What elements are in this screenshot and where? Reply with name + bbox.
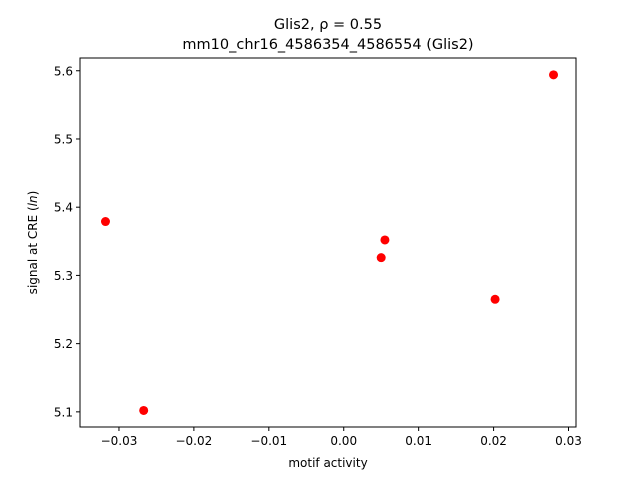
scatter-point xyxy=(549,70,559,80)
scatter-point xyxy=(376,253,386,263)
x-tick-label: 0.02 xyxy=(480,434,507,448)
y-axis-label-italic: ln xyxy=(26,195,40,206)
scatter-point xyxy=(139,405,149,415)
x-tick-label: 0.03 xyxy=(555,434,582,448)
x-tick-label: 0.01 xyxy=(405,434,432,448)
y-tick-label: 5.4 xyxy=(54,201,73,215)
chart-title: Glis2, ρ = 0.55 xyxy=(274,17,382,33)
y-tick-label: 5.6 xyxy=(54,64,73,78)
y-axis-label-prefix: signal at CRE ( xyxy=(26,206,40,294)
y-tick-label: 5.1 xyxy=(54,405,73,419)
scatter-point xyxy=(380,235,390,245)
x-tick-label: −0.01 xyxy=(250,434,287,448)
data-points xyxy=(100,70,559,415)
y-axis-label: signal at CRE (ln) xyxy=(26,191,40,295)
y-axis-ticks: 5.1 5.2 5.3 5.4 5.5 5.6 xyxy=(54,64,80,419)
x-tick-label: 0.00 xyxy=(330,434,357,448)
y-tick-label: 5.2 xyxy=(54,337,73,351)
x-axis-ticks: −0.03 −0.02 −0.01 0.00 0.01 0.02 0.03 xyxy=(101,427,582,448)
x-axis-label: motif activity xyxy=(288,456,367,470)
y-axis-label-suffix: ) xyxy=(26,191,40,196)
plot-frame xyxy=(79,57,577,428)
x-tick-label: −0.03 xyxy=(101,434,138,448)
y-tick-label: 5.5 xyxy=(54,132,73,146)
chart-subtitle: mm10_chr16_4586354_4586554 (Glis2) xyxy=(182,37,473,53)
scatter-point xyxy=(490,294,500,304)
scatter-point xyxy=(100,217,110,227)
x-tick-label: −0.02 xyxy=(175,434,212,448)
y-tick-label: 5.3 xyxy=(54,269,73,283)
